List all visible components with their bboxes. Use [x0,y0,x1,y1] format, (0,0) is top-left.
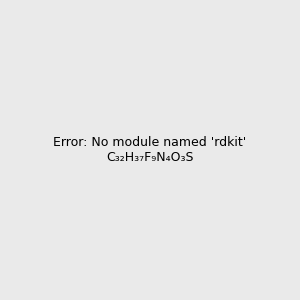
Text: Error: No module named 'rdkit'
C₃₂H₃₇F₉N₄O₃S: Error: No module named 'rdkit' C₃₂H₃₇F₉N… [53,136,247,164]
